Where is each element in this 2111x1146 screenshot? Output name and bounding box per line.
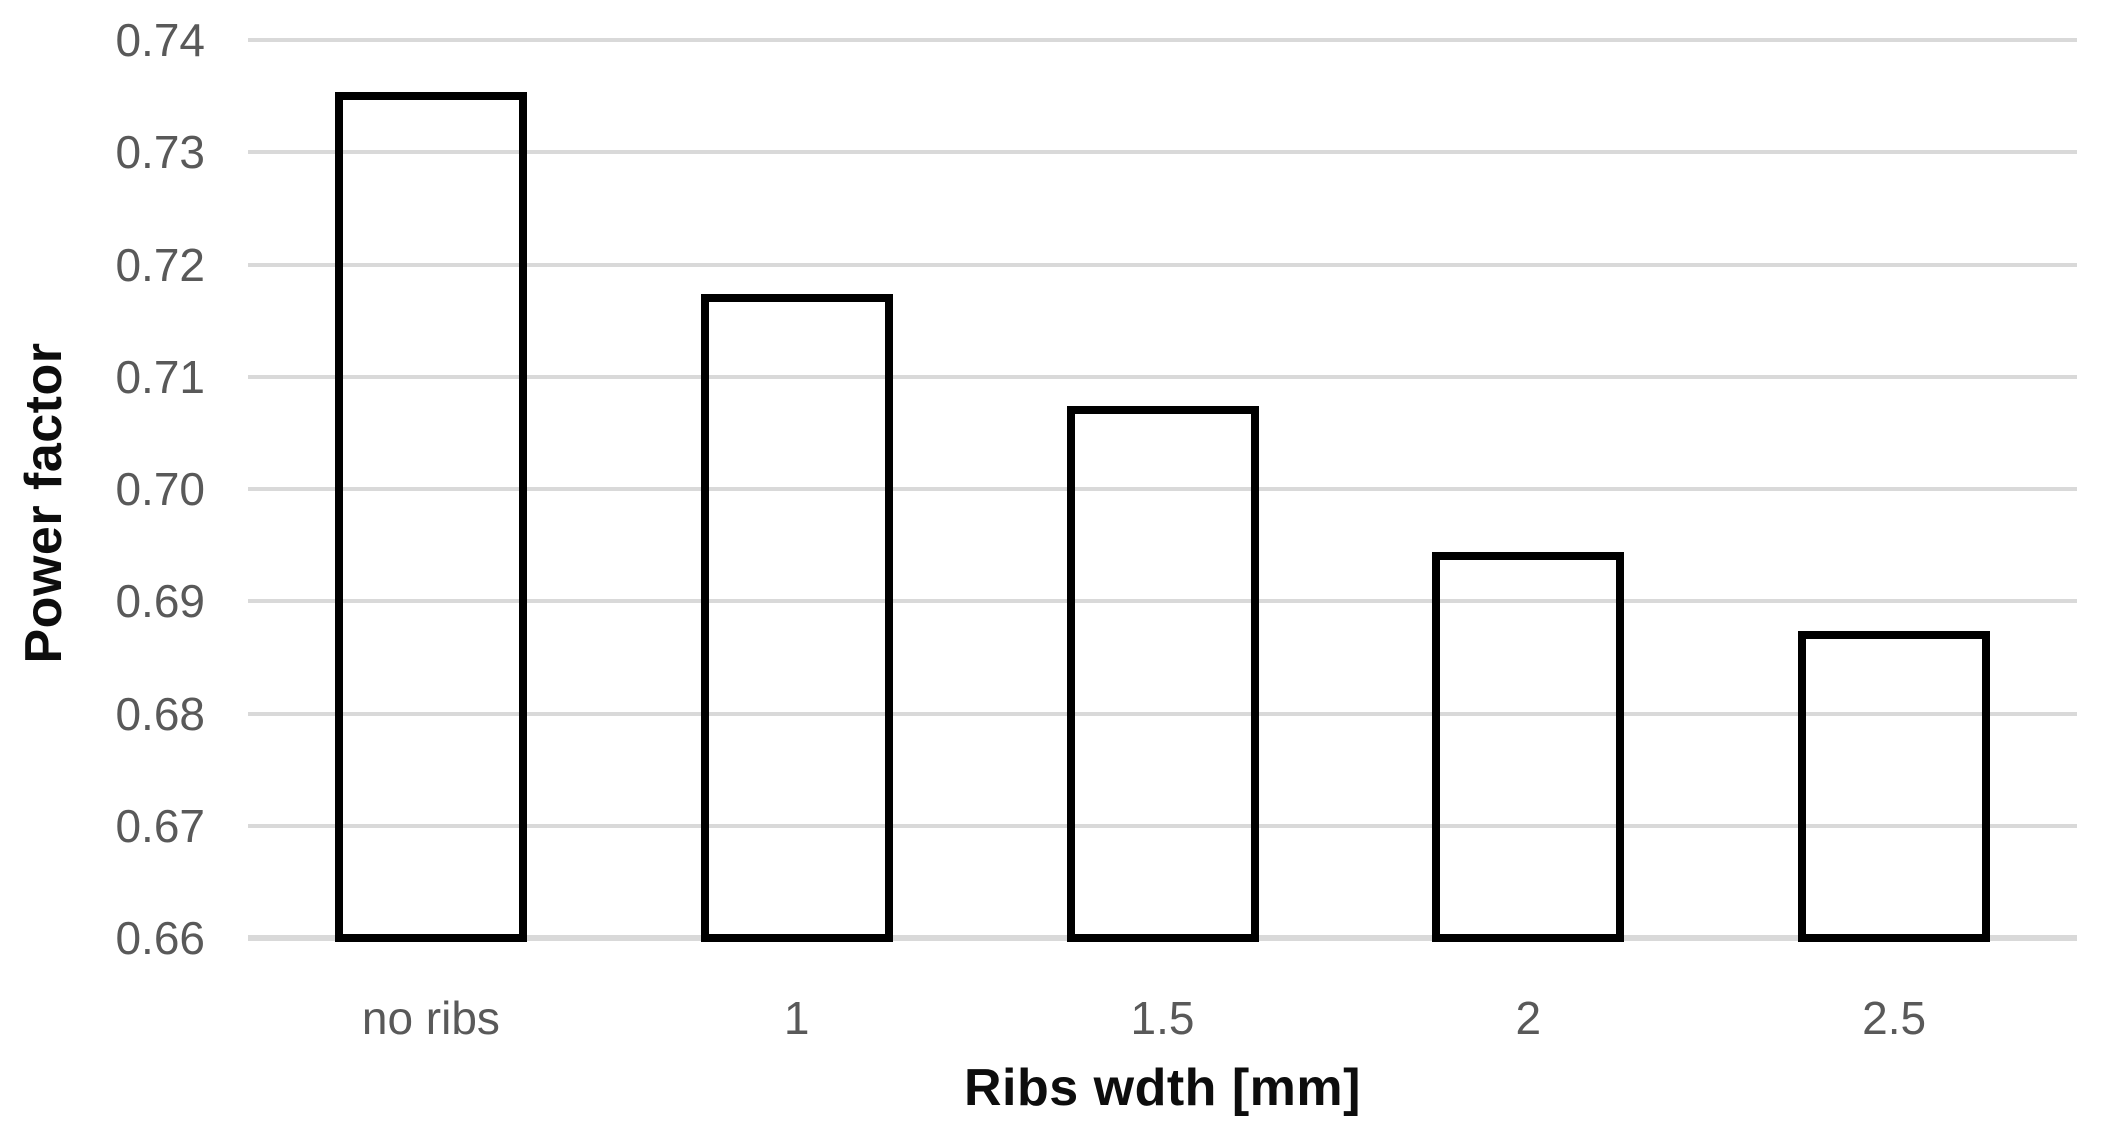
bar-1.5 [1066, 406, 1259, 942]
gridline [248, 374, 2077, 379]
bar-no-ribs [334, 92, 527, 942]
y-tick-label: 0.68 [115, 687, 205, 740]
gridline [248, 599, 2077, 604]
y-tick-label: 0.74 [115, 14, 205, 66]
y-tick-label: 0.71 [115, 350, 205, 403]
plot-area [248, 38, 2077, 942]
gridline [248, 38, 2077, 42]
x-tick-label: 1 [783, 992, 810, 1044]
x-axis-title: Ribs wdth [mm] [964, 1059, 1361, 1117]
y-tick-label: 0.66 [115, 912, 205, 964]
x-tick-label: 2 [1515, 992, 1542, 1044]
bar-2.5 [1798, 630, 1991, 942]
gridline [248, 487, 2077, 491]
bar-1 [700, 294, 893, 942]
gridline [248, 262, 2077, 267]
y-tick-label: 0.67 [115, 799, 205, 852]
gridline [248, 711, 2077, 716]
x-tick-label: no ribs [361, 992, 500, 1044]
y-tick-label: 0.70 [115, 463, 205, 515]
bar-2 [1432, 552, 1625, 942]
y-tick-label: 0.73 [115, 126, 205, 179]
x-tick-label: 1.5 [1130, 992, 1195, 1044]
gridline [248, 823, 2077, 828]
y-tick-label: 0.69 [115, 575, 205, 628]
y-tick-label: 0.72 [115, 238, 205, 291]
gridline [248, 150, 2077, 155]
x-tick-label: 2.5 [1862, 992, 1927, 1044]
